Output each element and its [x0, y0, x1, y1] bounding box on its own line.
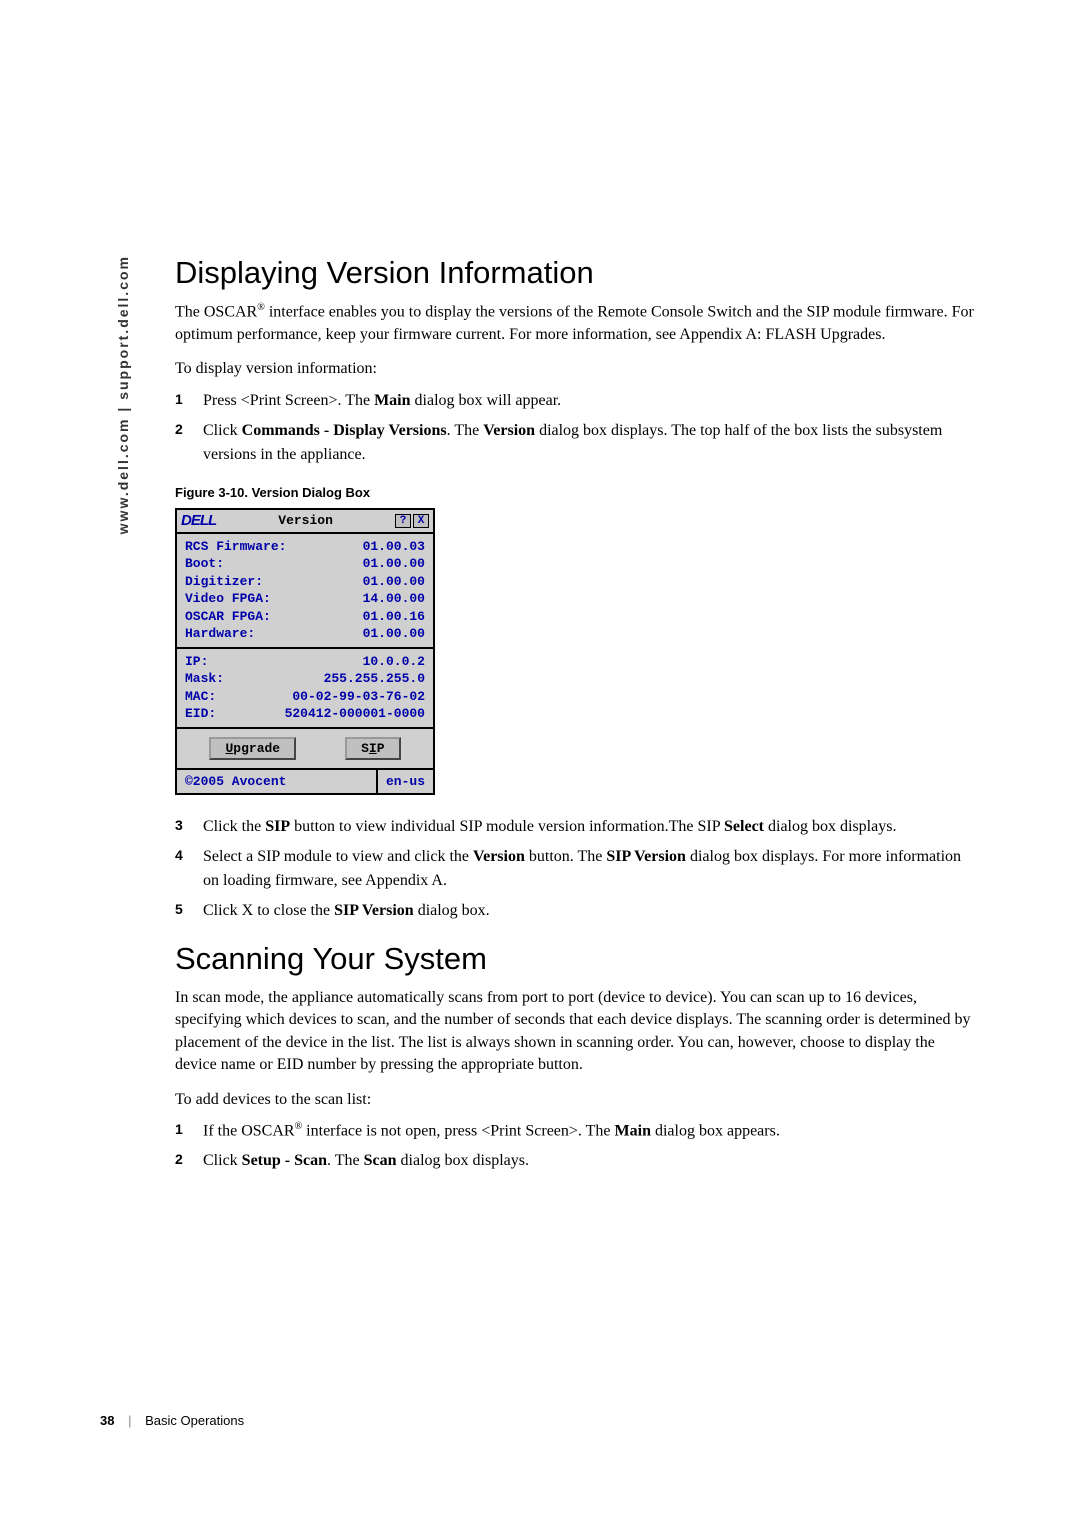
version-section-1: RCS Firmware:01.00.03Boot:01.00.00Digiti… — [177, 534, 433, 649]
steps-list-3: 1If the OSCAR® interface is not open, pr… — [175, 1119, 975, 1173]
dell-logo: DELL — [181, 512, 216, 529]
network-row: MAC:00-02-99-03-76-02 — [185, 688, 425, 706]
network-row: EID:520412-000001-0000 — [185, 705, 425, 723]
network-row: Mask:255.255.255.0 — [185, 670, 425, 688]
version-row: Boot:01.00.00 — [185, 555, 425, 573]
version-section-2: IP:10.0.0.2Mask:255.255.255.0MAC:00-02-9… — [177, 649, 433, 729]
sip-button[interactable]: SIP — [345, 737, 400, 760]
scan-step-1: 1If the OSCAR® interface is not open, pr… — [203, 1119, 975, 1143]
footer-separator: | — [128, 1413, 131, 1428]
version-dialog: DELL Version ? X RCS Firmware:01.00.03Bo… — [175, 508, 435, 795]
paragraph-intro-1: The OSCAR® interface enables you to disp… — [175, 301, 975, 346]
step-2: 2Click Commands - Display Versions. The … — [203, 419, 975, 467]
dialog-footer: ©2005 Avocent en-us — [177, 770, 433, 793]
version-row: Video FPGA:14.00.00 — [185, 590, 425, 608]
step-5: 5Click X to close the SIP Version dialog… — [203, 899, 975, 923]
dialog-title-text: Version — [216, 513, 395, 528]
step-4: 4Select a SIP module to view and click t… — [203, 845, 975, 893]
copyright-text: ©2005 Avocent — [185, 774, 368, 789]
network-row: IP:10.0.0.2 — [185, 653, 425, 671]
version-row: OSCAR FPGA:01.00.16 — [185, 608, 425, 626]
close-icon[interactable]: X — [413, 514, 429, 528]
step-1: 1Press <Print Screen>. The Main dialog b… — [203, 389, 975, 413]
dialog-button-row: Upgrade SIP — [177, 729, 433, 770]
sidebar-url: www.dell.com | support.dell.com — [115, 255, 131, 534]
main-content: Displaying Version Information The OSCAR… — [175, 255, 975, 1191]
version-row: Digitizer:01.00.00 — [185, 573, 425, 591]
dialog-titlebar: DELL Version ? X — [177, 510, 433, 534]
scan-step-2: 2Click Setup - Scan. The Scan dialog box… — [203, 1149, 975, 1173]
help-icon[interactable]: ? — [395, 514, 411, 528]
paragraph-to-display: To display version information: — [175, 358, 975, 380]
page-number: 38 — [100, 1413, 114, 1428]
paragraph-scan-intro: In scan mode, the appliance automaticall… — [175, 987, 975, 1077]
upgrade-button[interactable]: Upgrade — [209, 737, 296, 760]
version-row: Hardware:01.00.00 — [185, 625, 425, 643]
language-text: en-us — [386, 774, 425, 789]
figure-caption: Figure 3-10. Version Dialog Box — [175, 485, 975, 500]
heading-displaying-version: Displaying Version Information — [175, 255, 975, 291]
page-footer: 38 | Basic Operations — [100, 1413, 244, 1428]
steps-list-1: 1Press <Print Screen>. The Main dialog b… — [175, 389, 975, 467]
paragraph-to-add: To add devices to the scan list: — [175, 1089, 975, 1111]
registered-mark: ® — [257, 302, 265, 313]
version-row: RCS Firmware:01.00.03 — [185, 538, 425, 556]
footer-section: Basic Operations — [145, 1413, 244, 1428]
heading-scanning: Scanning Your System — [175, 941, 975, 977]
step-3: 3Click the SIP button to view individual… — [203, 815, 975, 839]
steps-list-2: 3Click the SIP button to view individual… — [175, 815, 975, 923]
